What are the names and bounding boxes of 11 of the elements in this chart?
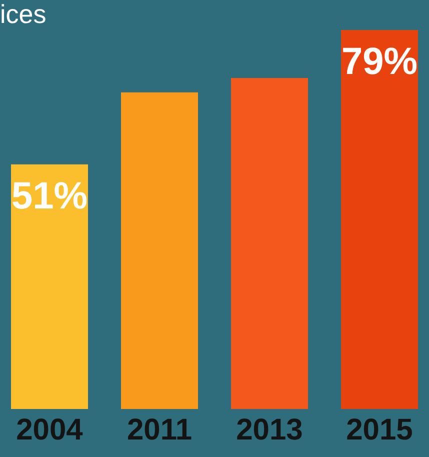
x-tick-label: 2004 xyxy=(16,414,84,446)
x-tick-label: 2013 xyxy=(236,414,303,446)
bar xyxy=(121,92,198,409)
x-tick-label: 2015 xyxy=(346,414,413,446)
x-tick-label: 2011 xyxy=(126,414,192,446)
bar xyxy=(341,30,418,409)
chart-title: ices xyxy=(0,0,46,29)
data-label: 51% xyxy=(11,175,88,218)
bar xyxy=(11,164,88,409)
bar xyxy=(231,78,308,409)
data-label: 79% xyxy=(341,41,418,83)
